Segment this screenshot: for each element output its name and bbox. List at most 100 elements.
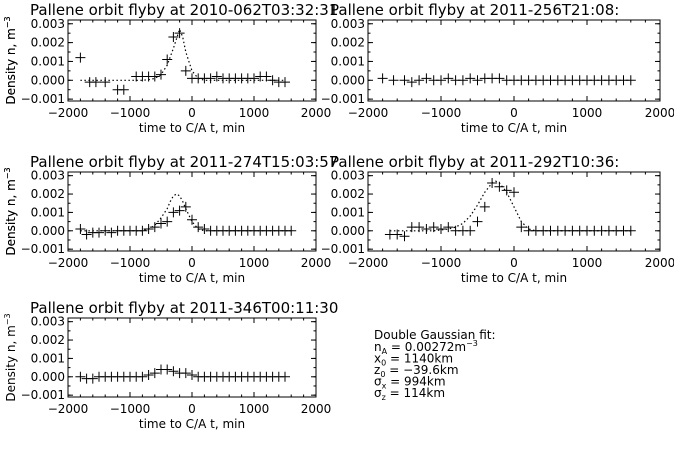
panel-title: Pallene orbit flyby at 2011-346T00:11:30 — [30, 299, 338, 317]
x-axis-label: time to C/A t, min — [139, 417, 245, 431]
data-point — [162, 364, 173, 375]
data-point — [168, 31, 179, 42]
data-point — [199, 223, 210, 234]
data-point — [174, 205, 185, 216]
data-point — [180, 201, 191, 212]
data-point — [211, 71, 222, 82]
x-tick-label: −2000 — [348, 106, 389, 120]
y-tick-label: 0.001 — [31, 351, 65, 365]
y-axis-label: Density n, m−3 — [3, 167, 18, 255]
data-point — [443, 73, 454, 84]
y-tick-label: −0.001 — [321, 242, 365, 256]
gaussian-fit-line — [389, 180, 631, 232]
y-axis-label: Density n, m−3 — [3, 16, 18, 104]
data-point — [193, 222, 204, 233]
y-axis-label: Density n, m−3 — [3, 313, 18, 401]
fit-parameter: x0 = 1140km — [374, 352, 453, 368]
data-point — [180, 65, 191, 76]
x-axis-label: time to C/A t, min — [139, 271, 245, 285]
plot-frame — [367, 171, 661, 252]
x-tick-label: −1000 — [421, 256, 462, 270]
y-tick-label: 0.002 — [331, 187, 365, 201]
data-point — [156, 218, 166, 229]
data-point — [392, 229, 403, 240]
panel-2: Pallene orbit flyby at 2011-256T21:08: −2… — [3, 1, 674, 135]
y-axis-label: Density n, m−3 — [3, 167, 18, 255]
data-point — [457, 75, 468, 86]
y-tick-label: 0.003 — [31, 17, 65, 31]
y-tick-label: 0.002 — [31, 333, 65, 347]
y-tick-label: 0.002 — [31, 36, 65, 50]
data-point — [75, 223, 86, 234]
data-point — [94, 227, 104, 238]
y-tick-label: 0.003 — [31, 169, 65, 183]
data-point — [625, 225, 636, 236]
y-tick-label: 0.003 — [331, 17, 365, 31]
plot-frame — [67, 171, 317, 252]
x-tick-label: 2000 — [645, 106, 674, 120]
plot-frame — [67, 19, 317, 102]
x-tick-label: 2000 — [645, 256, 674, 270]
fit-parameter: σz = 114km — [374, 386, 445, 402]
data-point — [443, 222, 454, 233]
x-tick-label: 1000 — [239, 106, 270, 120]
x-tick-label: −2000 — [48, 256, 89, 270]
y-tick-label: 0.001 — [31, 205, 65, 219]
data-point — [149, 368, 160, 379]
data-point — [137, 371, 148, 382]
panel-title: Pallene orbit flyby at 2011-256T21:08: — [330, 1, 619, 19]
panel-title: Pallene orbit flyby at 2011-292T10:36: — [330, 153, 619, 171]
panel-title: Pallene orbit flyby at 2011-274T15:03:57 — [30, 153, 338, 171]
data-point — [399, 231, 410, 242]
y-tick-label: −0.001 — [21, 388, 65, 402]
plot-frame — [367, 19, 661, 102]
data-point — [414, 75, 425, 86]
data-point — [280, 77, 290, 88]
y-tick-label: 0.003 — [331, 169, 365, 183]
fit-heading: Double Gaussian fit: — [374, 328, 496, 342]
panel-4: Pallene orbit flyby at 2011-292T10:36: −2… — [3, 153, 674, 285]
y-tick-label: −0.001 — [321, 92, 365, 106]
data-point — [137, 225, 148, 236]
x-axis-label: time to C/A t, min — [461, 271, 567, 285]
x-tick-label: −2000 — [48, 106, 89, 120]
data-point — [162, 54, 173, 65]
y-tick-label: 0.002 — [331, 36, 365, 50]
x-tick-label: −1000 — [110, 402, 151, 416]
y-axis-label: Density n, m−3 — [3, 16, 18, 104]
x-axis-label: time to C/A t, min — [461, 121, 567, 135]
data-point — [516, 222, 527, 233]
data-point — [168, 207, 179, 218]
y-tick-label: −0.001 — [21, 92, 65, 106]
y-tick-label: 0.001 — [31, 54, 65, 68]
data-point — [465, 73, 476, 84]
data-point — [249, 73, 259, 84]
panel-3: Pallene orbit flyby at 2011-274T15:03:57… — [3, 153, 338, 285]
fit-parameter: z0 = −39.6km — [374, 363, 459, 379]
data-point — [118, 84, 129, 95]
data-point — [494, 73, 505, 84]
panel-title: Pallene orbit flyby at 2010-062T03:32:31 — [30, 1, 338, 19]
data-point — [81, 229, 92, 240]
y-tick-label: 0.003 — [31, 315, 65, 329]
x-tick-label: 0 — [510, 256, 518, 270]
data-point — [180, 368, 191, 379]
data-point — [472, 75, 483, 86]
data-point — [436, 75, 446, 86]
data-point — [162, 216, 173, 227]
y-tick-label: 0.001 — [331, 205, 365, 219]
gaussian-fit-line — [80, 27, 285, 81]
data-point — [421, 223, 432, 234]
data-point — [156, 69, 166, 80]
panel-5: Pallene orbit flyby at 2011-346T00:11:30… — [3, 299, 338, 431]
panels: Pallene orbit flyby at 2010-062T03:32:31… — [3, 1, 674, 431]
x-tick-label: −1000 — [110, 106, 151, 120]
data-point — [87, 373, 98, 384]
y-tick-label: 0.000 — [331, 224, 365, 238]
x-tick-label: 0 — [188, 106, 196, 120]
data-point — [174, 28, 185, 39]
data-point — [100, 77, 111, 88]
panel-1: Pallene orbit flyby at 2010-062T03:32:31… — [3, 1, 338, 135]
